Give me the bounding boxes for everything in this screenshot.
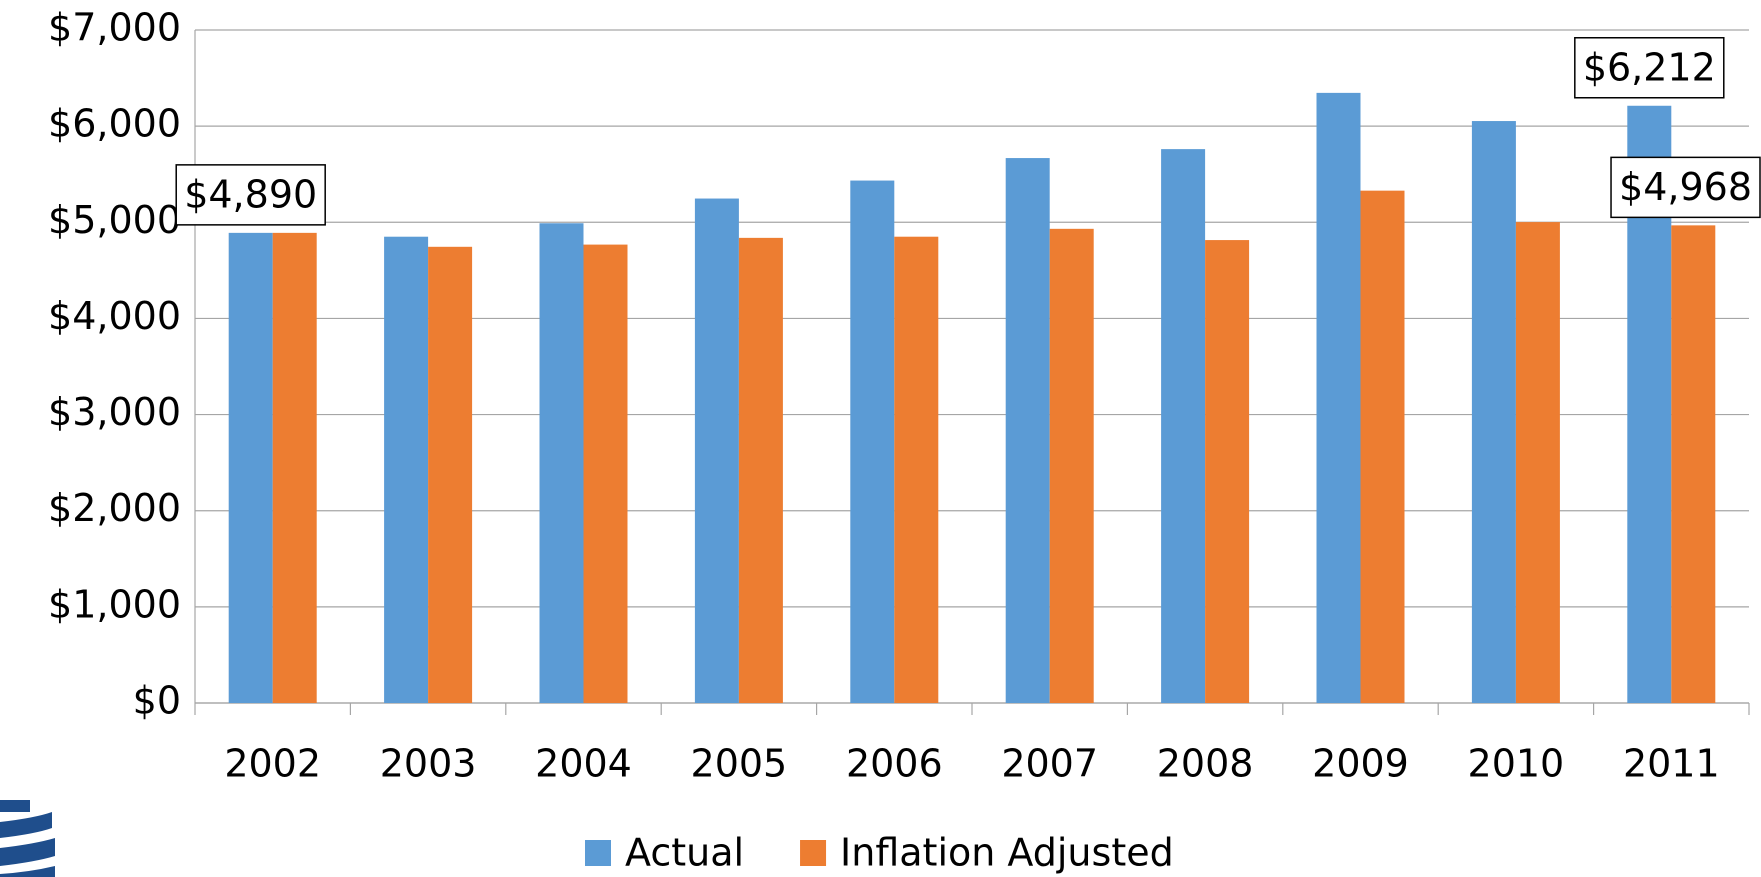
x-tick-label: 2007	[1001, 742, 1098, 786]
x-tick-label: 2011	[1623, 742, 1720, 786]
y-tick-label: $7,000	[48, 6, 181, 50]
bar	[583, 244, 628, 703]
data-label-box	[1610, 156, 1761, 219]
bar	[1671, 225, 1716, 703]
y-tick-label: $0	[133, 679, 181, 723]
y-tick-label: $3,000	[48, 390, 181, 434]
legend-swatch	[585, 840, 611, 866]
y-tick-label: $1,000	[48, 582, 181, 626]
data-label: $4,968	[1619, 165, 1752, 209]
y-tick-label: $4,000	[48, 294, 181, 338]
x-tick-label: 2009	[1312, 742, 1409, 786]
x-tick-label: 2002	[224, 742, 321, 786]
bar	[384, 236, 429, 703]
bar	[1515, 222, 1560, 703]
y-tick-label: $5,000	[48, 198, 181, 242]
legend-label: Actual	[625, 831, 744, 875]
data-label-box	[175, 164, 326, 226]
x-tick-label: 2004	[535, 742, 632, 786]
bar	[539, 223, 584, 704]
bar	[738, 237, 783, 704]
bar	[1471, 121, 1516, 703]
bar	[694, 198, 739, 703]
bar	[894, 236, 939, 703]
x-tick-label: 2010	[1468, 742, 1565, 786]
bar	[1049, 228, 1094, 703]
data-label: $4,890	[184, 172, 317, 216]
y-tick-label: $2,000	[48, 486, 181, 530]
bar	[428, 246, 473, 704]
y-tick-label: $6,000	[48, 102, 181, 146]
legend-swatch	[800, 840, 827, 866]
bar	[850, 180, 895, 704]
x-tick-label: 2003	[380, 742, 477, 786]
data-label: $6,212	[1583, 45, 1716, 89]
x-tick-label: 2005	[691, 742, 788, 786]
bar	[1161, 149, 1206, 704]
bar	[272, 232, 317, 703]
bar	[1205, 240, 1250, 703]
legend-label: Inflation Adjusted	[840, 831, 1174, 875]
bar	[1360, 190, 1405, 703]
x-tick-label: 2008	[1157, 742, 1254, 786]
data-label-box	[1574, 37, 1725, 99]
bar	[1316, 92, 1361, 703]
bar	[228, 232, 273, 703]
bar	[1005, 158, 1050, 704]
logo	[0, 800, 55, 877]
x-tick-label: 2006	[846, 742, 943, 786]
